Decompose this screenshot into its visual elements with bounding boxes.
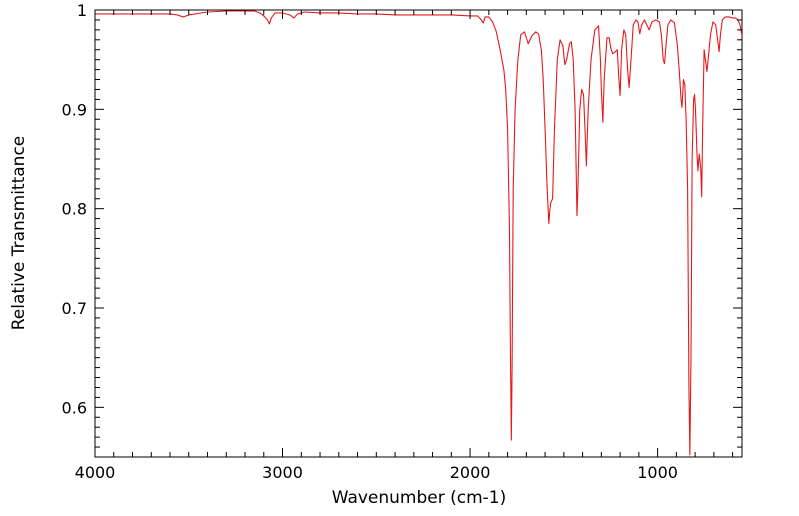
y-axis-title: Relative Transmittance xyxy=(9,136,29,331)
tick-labels: 4000 3000 2000 1000 0.6 0.7 0.8 0.9 1 xyxy=(62,1,678,482)
x-tick-label: 3000 xyxy=(262,463,303,482)
y-tick-label: 1 xyxy=(77,1,87,20)
axis-ticks xyxy=(94,9,742,458)
y-tick-label: 0.6 xyxy=(62,398,87,417)
x-tick-label: 4000 xyxy=(75,463,116,482)
y-tick-label: 0.9 xyxy=(62,100,87,119)
x-tick-label: 1000 xyxy=(637,463,678,482)
x-axis-title: Wavenumber (cm-1) xyxy=(332,488,507,508)
y-tick-label: 0.7 xyxy=(62,299,87,318)
plot-frame xyxy=(94,9,743,458)
spectrum-line xyxy=(95,10,742,456)
x-tick-label: 2000 xyxy=(450,463,491,482)
y-tick-label: 0.8 xyxy=(62,200,87,219)
plot-area xyxy=(94,9,743,458)
